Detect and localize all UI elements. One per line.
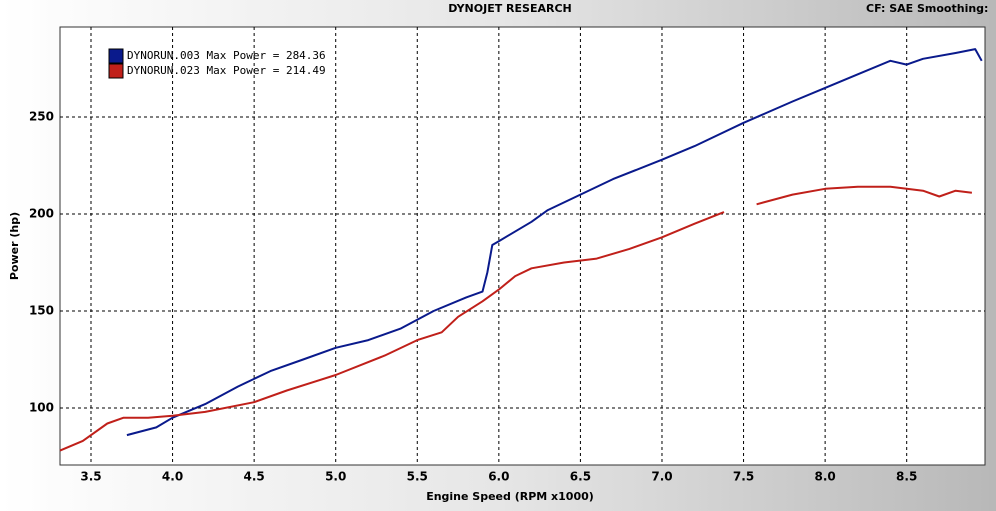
x-tick-label: 5.0 <box>325 470 346 484</box>
legend-label: DYNORUN.023 Max Power = 214.49 <box>127 64 326 77</box>
x-tick-label: 7.0 <box>651 470 672 484</box>
y-tick-label: 100 <box>29 400 54 414</box>
x-tick-label: 3.5 <box>80 470 101 484</box>
legend-swatch <box>108 63 124 79</box>
series-line <box>59 185 973 452</box>
x-tick-label: 5.5 <box>407 470 428 484</box>
x-tick-label: 8.0 <box>814 470 835 484</box>
legend-label: DYNORUN.003 Max Power = 284.36 <box>127 49 326 62</box>
x-tick-label: 7.5 <box>733 470 754 484</box>
x-tick-label: 4.5 <box>244 470 265 484</box>
series-line <box>126 48 983 437</box>
x-axis-label: Engine Speed (RPM x1000) <box>426 490 594 503</box>
y-tick-label: 150 <box>29 303 54 317</box>
y-axis-label: Power (hp) <box>8 212 21 280</box>
y-tick-label: 250 <box>29 110 54 124</box>
y-tick-label: 200 <box>29 206 54 220</box>
x-tick-label: 6.0 <box>488 470 509 484</box>
x-tick-label: 8.5 <box>896 470 917 484</box>
x-tick-label: 4.0 <box>162 470 183 484</box>
x-tick-label: 6.5 <box>570 470 591 484</box>
legend-swatch <box>108 48 124 64</box>
subtitle: CF: SAE Smoothing: <box>866 2 988 15</box>
chart-title: DYNOJET RESEARCH <box>448 2 571 15</box>
plot-area <box>59 26 986 466</box>
